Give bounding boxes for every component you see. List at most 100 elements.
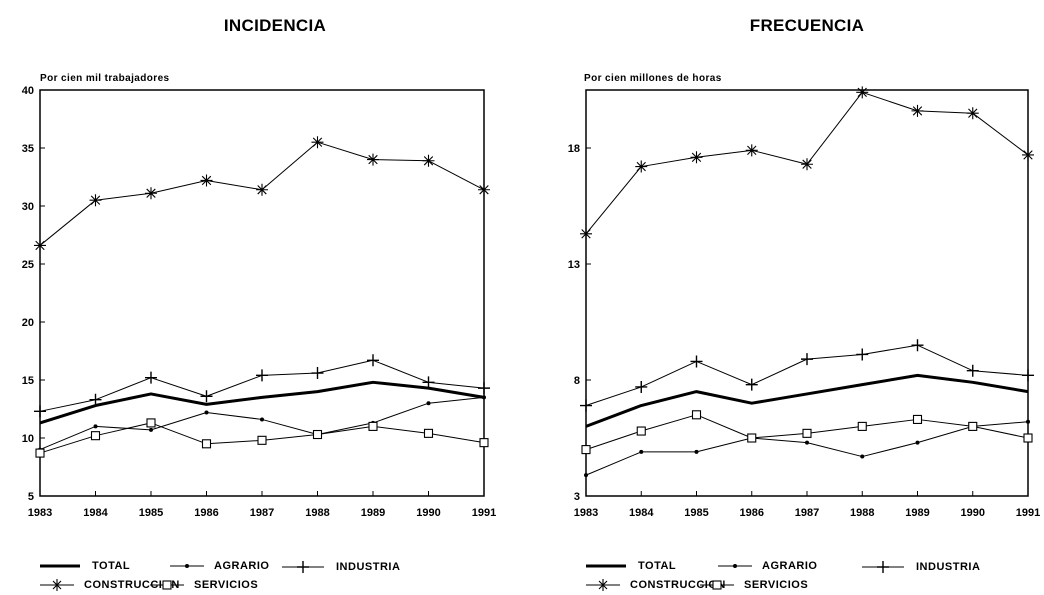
data-point-servicios [857,421,867,431]
data-point-agrario [694,449,699,454]
legend-industria-swatch-right [862,561,904,573]
data-point-construccion [635,160,648,173]
series-construccion [580,86,1034,240]
y-tick-label: 40 [22,85,34,97]
x-tick-label: 1988 [850,507,874,519]
data-point-industria [422,376,435,389]
data-point-construccion [256,183,268,196]
data-point-construccion [367,153,379,166]
series-line-total [585,373,1029,428]
series-servicios [35,418,489,458]
y-tick-label: 35 [22,143,34,155]
series-industria [34,354,490,418]
data-point-servicios [35,448,45,458]
data-point-agrario [482,395,486,400]
data-point-construccion [34,239,46,252]
legend-total-swatch [40,564,80,568]
data-point-industria [145,371,157,384]
data-point-servicios [201,439,212,449]
data-point-servicios [146,418,156,428]
data-point-construccion [745,144,758,157]
data-point-industria [690,355,703,368]
y-tick-label: 5 [28,491,34,503]
x-tick-label: 1990 [416,507,440,519]
y-tick-label: 13 [568,259,580,271]
data-point-agrario [93,424,98,429]
data-point-construccion [145,187,157,200]
series-total [39,380,485,425]
y-tick-label: 8 [574,375,580,387]
series-industria [580,339,1034,412]
legend-label-total: TOTAL [92,560,131,572]
data-point-servicios [691,410,702,420]
data-point-agrario [1026,419,1030,424]
data-point-construccion [966,107,979,120]
data-point-servicios [423,428,434,438]
legend-item-total-right: TOTAL [586,560,676,572]
data-point-industria [635,380,648,393]
data-point-agrario [639,449,644,454]
series-servicios [581,410,1033,455]
data-point-servicios [479,438,489,448]
legend-label-agrario-right: AGRARIO [762,560,818,572]
data-point-industria [478,382,490,395]
legend-item-agrario: AGRARIO [170,560,269,572]
data-point-construccion [200,174,213,187]
data-point-servicios [912,414,923,424]
data-point-industria [580,399,592,412]
x-tick-label: 1991 [1016,507,1040,519]
x-tick-label: 1986 [740,507,764,519]
legend-agrario-swatch [170,564,204,568]
x-tick-label: 1989 [905,507,929,519]
legend-label-industria: INDUSTRIA [336,561,401,573]
legend-servicios-swatch [150,580,184,590]
legend-item-servicios-right: SERVICIOS [700,578,808,592]
data-point-agrario [426,401,431,406]
x-tick-label: 1989 [361,507,385,519]
data-point-industria [367,354,379,367]
y-axis-label-frecuencia: Por cien millones de horas [584,73,722,84]
data-point-construccion [801,158,813,171]
plot-frame [39,89,485,497]
data-point-industria [1022,369,1034,382]
legend-label-industria-right: INDUSTRIA [916,561,981,573]
legend-label-construccion-right: CONSTRUCCION [630,579,726,591]
legend-label-construccion: CONSTRUCCION [84,579,180,591]
data-point-construccion [911,104,924,117]
y-tick-label: 25 [22,259,34,271]
x-tick-label: 1984 [629,507,654,519]
data-point-servicios [1023,433,1033,443]
y-tick-label: 20 [22,317,34,329]
legend-label-servicios: SERVICIOS [194,579,259,591]
x-tick-label: 1987 [250,507,274,519]
x-tick-label: 1986 [194,507,218,519]
x-tick-label: 1984 [83,507,108,519]
y-axis-label-incidencia: Por cien mil trabajadores [40,73,170,84]
data-point-servicios [968,421,978,431]
y-tick-label: 18 [568,143,580,155]
legend-total-swatch-right [586,564,626,568]
data-point-industria [911,339,924,352]
legend-item-servicios: SERVICIOS [150,578,258,592]
legend-item-total: TOTAL [40,560,130,572]
x-tick-label: 1985 [684,507,708,519]
legend-label-servicios-right: SERVICIOS [744,579,809,591]
legend-label-agrario: AGRARIO [214,560,270,572]
data-point-servicios [257,435,267,445]
data-point-construccion [690,151,703,164]
data-point-construccion [89,194,102,207]
data-point-servicios [581,445,591,455]
data-point-construccion [1022,148,1034,161]
data-point-industria [200,390,213,403]
data-point-agrario [805,440,809,445]
legend-item-industria: INDUSTRIA [282,560,400,574]
data-point-agrario [584,473,588,478]
chart-title-frecuencia: FRECUENCIA [749,16,865,35]
data-point-servicios [802,428,812,438]
series-line-total [39,380,485,425]
data-point-servicios [312,429,323,440]
data-point-industria [966,364,979,377]
data-point-industria [856,348,869,361]
legend-item-agrario-right: AGRARIO [718,560,817,572]
